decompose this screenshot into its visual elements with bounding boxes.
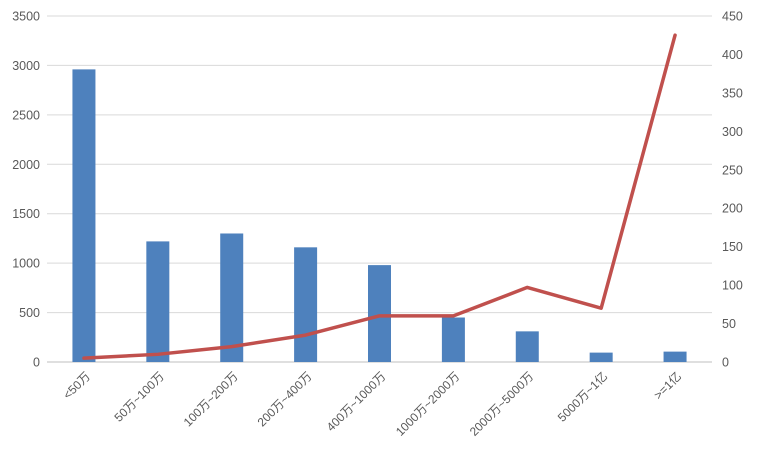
- right-axis-tick-label: 450: [722, 10, 743, 24]
- right-axis-tick-label: 50: [722, 317, 736, 331]
- right-axis-tick-label: 100: [722, 279, 743, 293]
- left-axis-tick-label: 3500: [12, 10, 40, 24]
- bar: [515, 331, 539, 362]
- x-axis-category-label: 1000万~2000万: [393, 369, 463, 439]
- bar: [220, 233, 244, 362]
- right-axis-tick-label: 0: [722, 356, 729, 370]
- left-axis-tick-label: 3000: [12, 59, 40, 73]
- right-axis-tick-label: 150: [722, 240, 743, 254]
- bar: [294, 247, 318, 362]
- x-axis-category-label: 400万~1000万: [324, 369, 389, 434]
- bar: [72, 69, 96, 362]
- bar: [146, 241, 170, 362]
- x-axis-category-label: >=1亿: [650, 369, 684, 403]
- right-axis-tick-label: 400: [722, 48, 743, 62]
- x-axis-category-label: 50万~100万: [112, 369, 167, 424]
- bar: [441, 317, 465, 362]
- x-axis-category-label: 200万~400万: [255, 369, 315, 429]
- left-axis-tick-label: 500: [19, 306, 40, 320]
- x-axis-category-label: 100万~200万: [181, 369, 241, 429]
- trend-line: [82, 33, 677, 360]
- bar: [589, 352, 613, 362]
- right-axis-tick-label: 300: [722, 125, 743, 139]
- left-axis-tick-label: 0: [33, 356, 40, 370]
- left-axis-tick-label: 2500: [12, 108, 40, 122]
- right-axis-tick-label: 350: [722, 86, 743, 100]
- left-axis-tick-label: 2000: [12, 158, 40, 172]
- x-axis-category-label: 5000万~1亿: [554, 369, 610, 425]
- left-axis-tick-label: 1500: [12, 207, 40, 221]
- bar: [368, 265, 391, 362]
- right-axis-tick-label: 200: [722, 202, 743, 216]
- x-axis-category-label: <50万: [60, 369, 93, 402]
- left-axis-tick-label: 1000: [12, 257, 40, 271]
- x-axis-category-label: 2000万~5000万: [467, 369, 537, 439]
- bar: [663, 351, 687, 362]
- right-axis-tick-label: 250: [722, 163, 743, 177]
